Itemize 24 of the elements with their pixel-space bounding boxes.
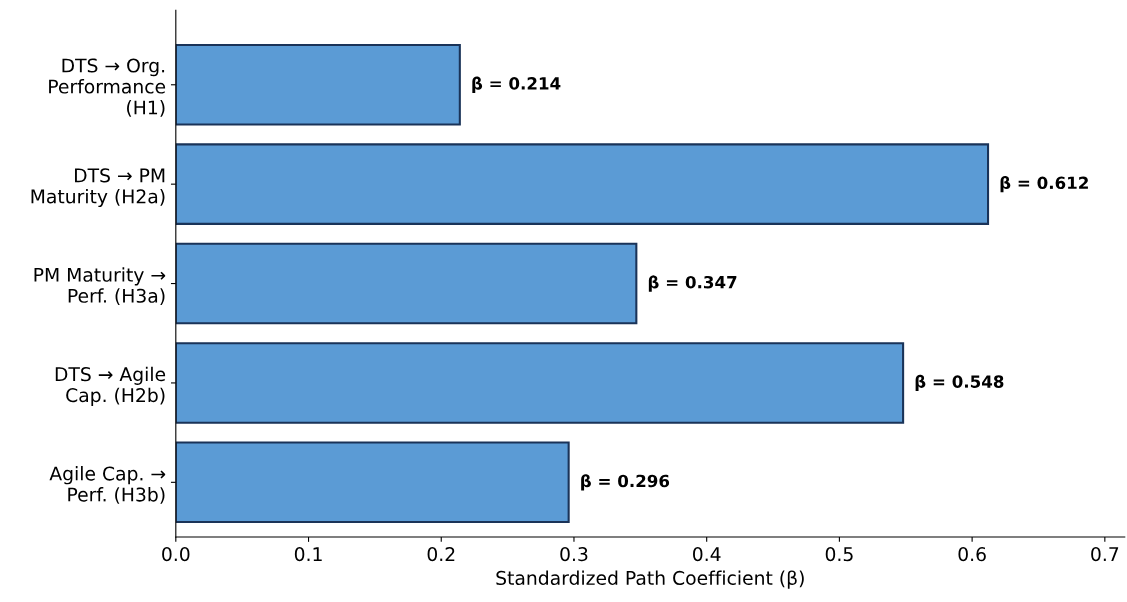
x-axis-title: Standardized Path Coefficient (β) (496, 570, 804, 589)
data-label: β = 0.214 (472, 76, 561, 93)
y-tick-label: PM Maturity → Perf. (H3a) (34, 267, 166, 306)
y-tick-label: DTS → Agile Cap. (H2b) (55, 366, 166, 406)
y-tick-label: Agile Cap. → Perf. (H3b) (49, 466, 166, 504)
x-tick-label: 0.2 (427, 547, 455, 562)
x-tick-label: 0.6 (958, 547, 986, 562)
data-label: β = 0.296 (581, 474, 670, 491)
x-tick-label: 0.3 (560, 547, 588, 562)
x-tick-label: 0.5 (825, 547, 853, 562)
data-label: β = 0.347 (648, 275, 737, 292)
bar (175, 43, 461, 126)
x-tick-label: 0.4 (693, 547, 721, 562)
x-tick-label: 0.1 (294, 547, 322, 562)
bar (175, 342, 905, 424)
x-tick-label: 0.0 (162, 547, 190, 562)
data-label: β = 0.548 (915, 374, 1004, 392)
bar (175, 143, 990, 225)
data-label: β = 0.612 (1000, 175, 1088, 193)
bar (175, 242, 638, 325)
y-tick-label: DTS → Org. Performance (H1) (49, 58, 166, 117)
x-tick-label: 0.7 (1091, 547, 1119, 562)
y-tick-label: DTS → PM Maturity (H2a) (31, 168, 165, 208)
bar (175, 441, 570, 524)
